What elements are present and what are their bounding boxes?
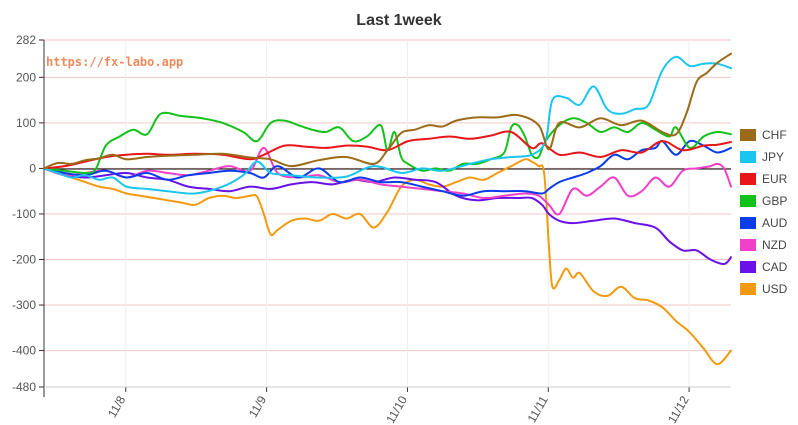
- y-tick-label: -400: [12, 344, 36, 358]
- legend-label-nzd: NZD: [762, 238, 787, 252]
- legend-swatch-aud: [740, 217, 756, 229]
- series-line-usd: [43, 158, 732, 366]
- legend-label-jpy: JPY: [762, 150, 784, 164]
- series-line-chf: [43, 52, 732, 170]
- legend-label-usd: USD: [762, 282, 788, 296]
- x-tick-label: 11/10: [383, 393, 410, 425]
- legend-swatch-nzd: [740, 239, 756, 251]
- y-tick-label: 282: [16, 33, 36, 47]
- legend-swatch-cad: [740, 261, 756, 273]
- legend-label-aud: AUD: [762, 216, 788, 230]
- y-tick-label: -200: [12, 252, 36, 266]
- series-lines: [43, 52, 732, 366]
- y-tick-label: 100: [16, 116, 36, 130]
- series-line-jpy: [43, 55, 732, 195]
- watermark: https://fx-labo.app: [46, 55, 183, 69]
- legend-swatch-gbp: [740, 195, 756, 207]
- legend-swatch-usd: [740, 283, 756, 295]
- x-tick-label: 11/8: [105, 393, 129, 420]
- legend-swatch-jpy: [740, 151, 756, 163]
- y-tick-label: 200: [16, 70, 36, 84]
- legend-label-gbp: GBP: [762, 194, 787, 208]
- legend: CHF JPY EUR GBP AUD NZD CAD USD: [740, 128, 788, 296]
- x-tick-label: 11/11: [525, 393, 551, 425]
- legend-swatch-chf: [740, 129, 756, 141]
- y-axis: 282 200 100 0 -100 -200 -300 -400 -480: [12, 33, 44, 394]
- series-line-gbp: [43, 111, 732, 175]
- y-tick-label: -300: [12, 298, 36, 312]
- y-tick-label: -480: [12, 380, 36, 394]
- y-tick-label: 0: [29, 161, 36, 175]
- x-axis: 11/8 11/9 11/10 11/11 11/12: [105, 387, 692, 425]
- series-line-aud: [43, 139, 732, 197]
- x-tick-label: 11/12: [665, 393, 692, 425]
- legend-label-cad: CAD: [762, 260, 788, 274]
- legend-label-chf: CHF: [762, 128, 787, 142]
- x-tick-label: 11/9: [246, 393, 270, 420]
- chart-title: Last 1week: [356, 12, 441, 29]
- legend-swatch-eur: [740, 173, 756, 185]
- series-line-eur: [43, 130, 732, 170]
- series-line-cad: [43, 167, 732, 266]
- legend-label-eur: EUR: [762, 172, 788, 186]
- y-tick-label: -100: [12, 207, 36, 221]
